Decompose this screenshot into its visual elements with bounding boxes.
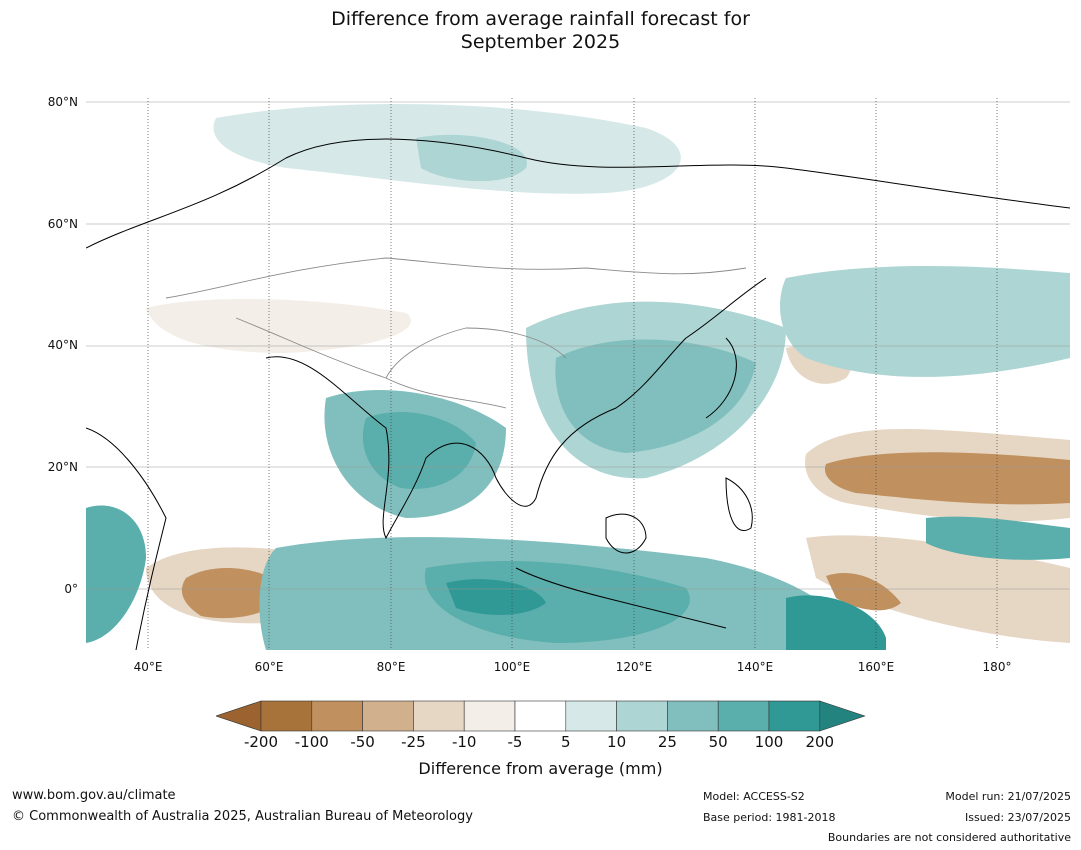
lat-label-60n: 60°N bbox=[47, 217, 78, 231]
colorbar-cell bbox=[260, 700, 313, 732]
coastlines bbox=[86, 138, 1070, 650]
wet-eq-pacific bbox=[926, 516, 1070, 560]
lat-label-80n: 80°N bbox=[47, 95, 78, 109]
country-borders bbox=[165, 257, 747, 409]
wet-siberia bbox=[416, 134, 527, 182]
map-title-line2: September 2025 bbox=[460, 31, 621, 53]
rainfall-anomaly-map bbox=[86, 98, 1070, 650]
map-title: Difference from average rainfall forecas… bbox=[0, 8, 1081, 54]
footer-model-run: Model run: 21/07/2025 bbox=[945, 790, 1071, 803]
colorbar-cell bbox=[768, 700, 821, 732]
colorbar-tick-label: -50 bbox=[350, 733, 375, 751]
dry-sw-pacific-core bbox=[826, 573, 901, 611]
colorbar-cell bbox=[667, 700, 719, 732]
wet-maritime-deep bbox=[446, 579, 546, 615]
colorbar-tick-label: -200 bbox=[243, 733, 279, 751]
footer-copyright: © Commonwealth of Australia 2025, Austra… bbox=[12, 809, 473, 824]
colorbar-tick-label: -10 bbox=[451, 733, 477, 751]
lon-label-120e: 120°E bbox=[615, 660, 653, 674]
colorbar-cell bbox=[463, 700, 516, 732]
map-title-line1: Difference from average rainfall forecas… bbox=[331, 8, 750, 30]
footer-disclaimer: Boundaries are not considered authoritat… bbox=[827, 831, 1071, 844]
colorbar-tick-label: 50 bbox=[708, 733, 728, 751]
dry-central-asia bbox=[146, 298, 411, 353]
colorbar-tick-label: 10 bbox=[607, 733, 627, 751]
footer-url[interactable]: www.bom.gov.au/climate bbox=[12, 788, 176, 803]
colorbar-tick-label: 5 bbox=[561, 733, 571, 751]
colorbar-tick-label: 100 bbox=[754, 733, 784, 751]
wet-north-pacific bbox=[780, 266, 1070, 377]
colorbar-cell bbox=[413, 700, 465, 732]
colorbar-cell bbox=[616, 700, 668, 732]
colorbar-tick-label: -100 bbox=[294, 733, 329, 751]
lon-label-80e: 80°E bbox=[376, 660, 406, 674]
lat-label-0: 0° bbox=[64, 582, 78, 596]
colorbar-tick-label: -5 bbox=[507, 733, 523, 751]
lat-label-20n: 20°N bbox=[47, 460, 78, 474]
colorbar-extend-low bbox=[216, 700, 262, 732]
colorbar-cell bbox=[565, 700, 617, 732]
lon-label-40e: 40°E bbox=[133, 660, 163, 674]
colorbar-tick-label: 25 bbox=[657, 733, 677, 751]
colorbar-cell bbox=[311, 700, 363, 732]
drier-regions bbox=[146, 298, 1070, 643]
dry-pacific-core bbox=[824, 452, 1070, 505]
lon-label-160e: 160°E bbox=[857, 660, 895, 674]
lat-label-40n: 40°N bbox=[47, 338, 78, 352]
lon-label-100e: 100°E bbox=[493, 660, 531, 674]
colorbar-title: Difference from average (mm) bbox=[418, 759, 663, 778]
colorbar-cell bbox=[362, 700, 414, 732]
wet-east-africa bbox=[86, 505, 146, 643]
colorbar-cell bbox=[514, 700, 567, 732]
graticule bbox=[86, 98, 1070, 650]
wet-east-asia-core bbox=[555, 339, 756, 453]
map-svg bbox=[86, 98, 1070, 650]
colorbar-extend-high bbox=[819, 700, 866, 732]
colorbar-tick-label: 200 bbox=[805, 733, 835, 751]
wet-png bbox=[786, 595, 886, 650]
footer-model: Model: ACCESS-S2 bbox=[703, 790, 805, 803]
colorbar-cell bbox=[717, 700, 770, 732]
colorbar-tick-label: -25 bbox=[401, 733, 426, 751]
footer-issued: Issued: 23/07/2025 bbox=[964, 811, 1071, 824]
colorbar bbox=[216, 700, 866, 732]
footer-base-period: Base period: 1981-2018 bbox=[703, 811, 836, 824]
lon-label-180: 180° bbox=[982, 660, 1012, 674]
lon-label-140e: 140°E bbox=[736, 660, 774, 674]
lon-label-60e: 60°E bbox=[254, 660, 284, 674]
